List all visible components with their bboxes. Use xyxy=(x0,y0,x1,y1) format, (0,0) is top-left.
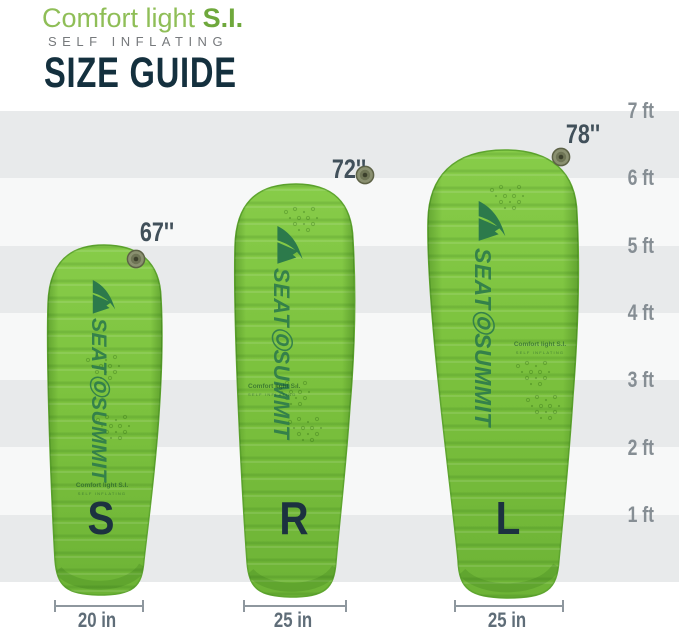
brand-logo-text: SEATⓄSUMMIT xyxy=(470,248,496,428)
size-letter: S xyxy=(88,494,115,545)
length-label-s: 67'' xyxy=(139,217,175,247)
size-letter: L xyxy=(496,494,521,545)
pad-print-sub: SELF INFLATING xyxy=(248,392,297,397)
scale-label-4ft: 4 ft xyxy=(627,300,654,325)
stripe-band xyxy=(0,111,679,179)
product-title: Comfort light S.I. xyxy=(42,2,243,34)
valve-icon xyxy=(551,147,571,167)
pad-print-sub: SELF INFLATING xyxy=(516,350,565,355)
scale-label-3ft: 3 ft xyxy=(627,367,654,392)
pad-print-sub: SELF INFLATING xyxy=(78,491,127,496)
dimension-line-r xyxy=(243,600,347,612)
width-label-s: 20 in xyxy=(77,609,117,632)
scale-label-7ft: 7 ft xyxy=(627,98,654,123)
width-label-r: 25 in xyxy=(273,609,313,632)
brand-logo-text: SEATⓄSUMMIT xyxy=(87,318,111,483)
length-label-l: 78'' xyxy=(565,119,601,149)
dimension-line-l xyxy=(454,600,564,612)
scale-label-2ft: 2 ft xyxy=(627,435,654,460)
product-suffix: S.I. xyxy=(202,3,244,33)
valve-icon xyxy=(126,249,146,269)
width-label-l: 25 in xyxy=(487,609,527,632)
product-subtitle: SELF INFLATING xyxy=(48,34,229,49)
pad-print: Comfort light S.I. xyxy=(76,482,129,489)
pad-print: Comfort light S.I. xyxy=(514,341,567,348)
brand-logo-text: SEATⓄSUMMIT xyxy=(269,268,294,440)
size-letter: R xyxy=(279,494,308,545)
pad-print: Comfort light S.I. xyxy=(248,383,301,390)
pad-regular: SEATⓄSUMMIT Comfort light S.I. SELF INFL… xyxy=(233,165,375,598)
scale-label-5ft: 5 ft xyxy=(627,233,654,258)
pad-large: SEATⓄSUMMIT Comfort light S.I. SELF INFL… xyxy=(427,147,580,599)
scale-label-1ft: 1 ft xyxy=(627,502,654,527)
product-line: Comfort light xyxy=(42,3,196,33)
dimension-line-s xyxy=(54,600,144,612)
page-title: SIZE GUIDE xyxy=(44,49,237,97)
length-label-r: 72'' xyxy=(331,154,367,184)
scale-label-6ft: 6 ft xyxy=(627,165,654,190)
pad-small: SEATⓄSUMMIT Comfort light S.I. SELF INFL… xyxy=(46,244,163,596)
pad-texture xyxy=(47,245,163,595)
